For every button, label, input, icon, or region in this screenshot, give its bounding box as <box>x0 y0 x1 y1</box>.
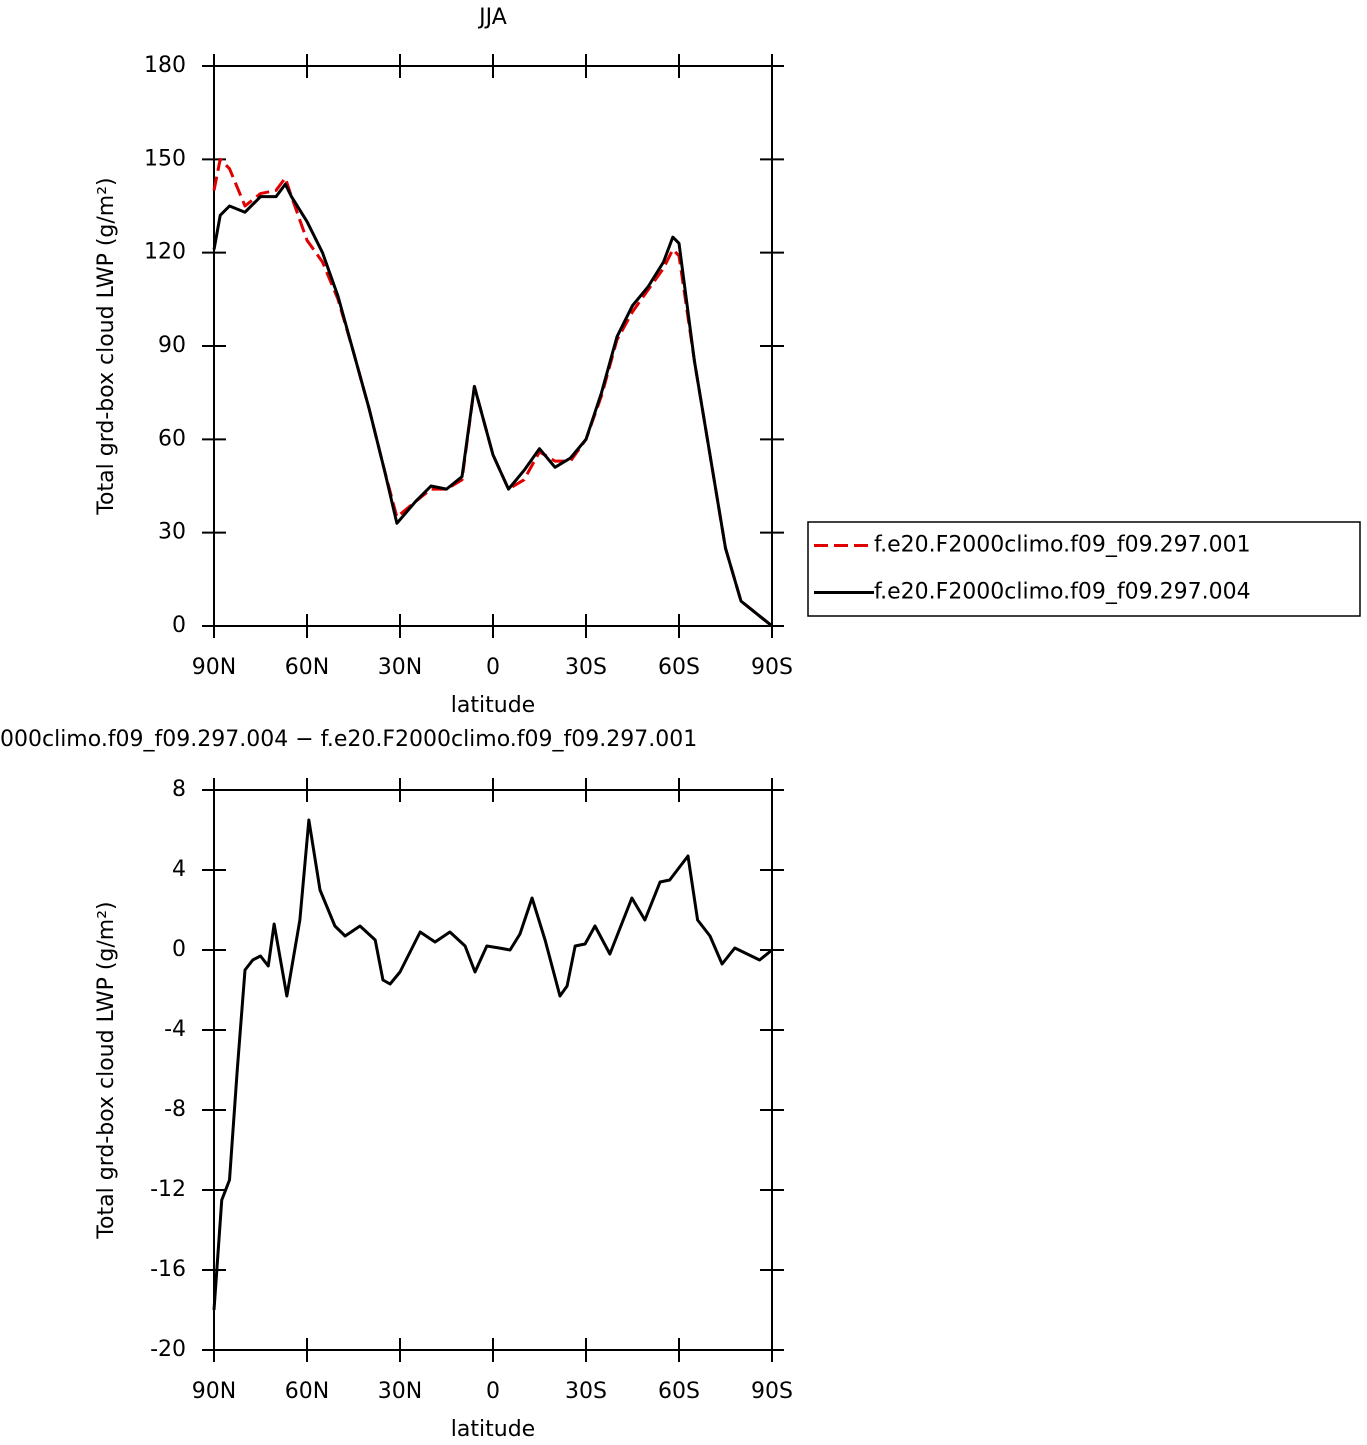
plot-frame <box>213 789 773 1351</box>
y-tick-label: -16 <box>150 1257 186 1282</box>
x-tick-label: 60S <box>658 655 700 680</box>
x-tick-label: 30N <box>378 655 422 680</box>
y-tick-label: 60 <box>158 426 186 451</box>
y-tick-label: -12 <box>150 1177 186 1202</box>
y-tick-label: 150 <box>144 146 186 171</box>
x-tick-label: 30S <box>565 655 607 680</box>
x-tick-label: 60S <box>658 1379 700 1404</box>
x-tick-label: 90S <box>751 1379 793 1404</box>
x-tick-label: 90S <box>751 655 793 680</box>
legend-label: f.e20.F2000climo.f09_f09.297.004 <box>874 580 1251 605</box>
data-line <box>212 182 773 628</box>
y-tick-label: 30 <box>158 520 186 545</box>
y-tick-label: -4 <box>164 1017 186 1042</box>
x-tick-label: 30S <box>565 1379 607 1404</box>
y-tick-label: 90 <box>158 333 186 358</box>
y-axis-label: Total grd-box cloud LWP (g/m²) <box>94 177 119 515</box>
data-line <box>212 818 773 1311</box>
legend-box <box>807 521 1361 617</box>
chart-title: 000climo.f09_f09.297.004 − f.e20.F2000cl… <box>0 727 697 752</box>
y-tick-label: 0 <box>172 937 186 962</box>
chart-title: JJA <box>477 5 507 30</box>
y-tick-label: 120 <box>144 240 186 265</box>
x-tick-label: 90N <box>192 1379 236 1404</box>
x-axis-label: latitude <box>451 693 535 718</box>
x-tick-label: 60N <box>285 1379 329 1404</box>
y-tick-label: -20 <box>150 1337 186 1362</box>
x-axis-label: latitude <box>451 1417 535 1442</box>
y-tick-label: 180 <box>144 53 186 78</box>
legend-label: f.e20.F2000climo.f09_f09.297.001 <box>874 533 1251 558</box>
y-tick-label: 0 <box>172 613 186 638</box>
data-line <box>212 157 773 628</box>
plot-frame <box>213 65 773 627</box>
y-axis-label: Total grd-box cloud LWP (g/m²) <box>94 901 119 1239</box>
y-tick-label: -8 <box>164 1097 186 1122</box>
x-tick-label: 30N <box>378 1379 422 1404</box>
x-tick-label: 0 <box>486 655 500 680</box>
x-tick-label: 90N <box>192 655 236 680</box>
y-tick-label: 4 <box>172 857 186 882</box>
x-tick-label: 0 <box>486 1379 500 1404</box>
x-tick-label: 60N <box>285 655 329 680</box>
y-tick-label: 8 <box>172 777 186 802</box>
